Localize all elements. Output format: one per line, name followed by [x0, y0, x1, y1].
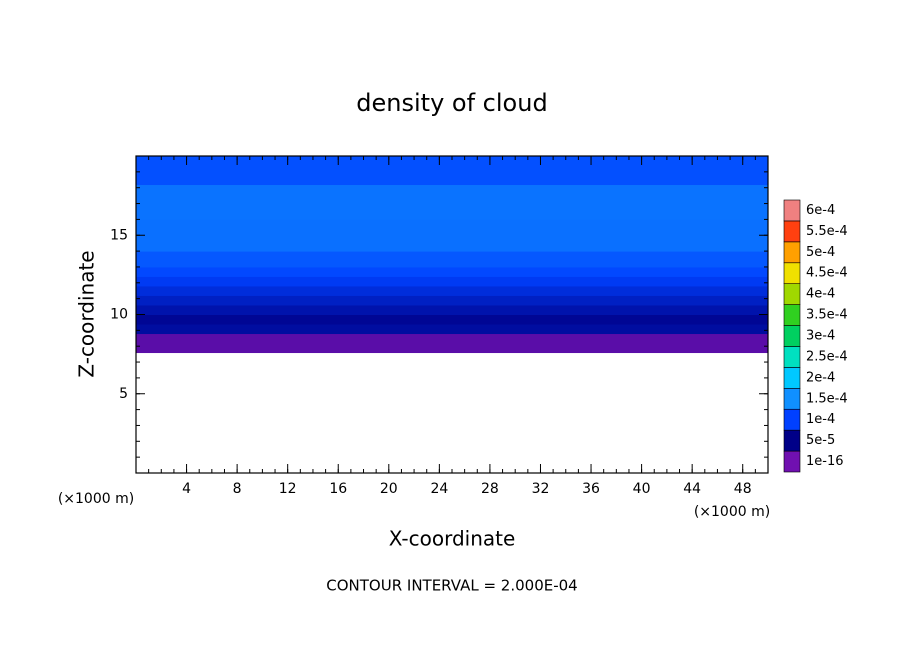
colorbar-label: 2e-4 [806, 370, 835, 385]
contour-band [136, 324, 768, 335]
x-axis-label: X-coordinate [389, 527, 516, 551]
y-tick-label: 10 [110, 307, 128, 323]
x-tick-label: 8 [233, 481, 242, 497]
x-tick-label: 32 [532, 481, 550, 497]
contour-band [136, 314, 768, 325]
colorbar-label: 2.5e-4 [806, 349, 848, 364]
x-tick-label: 20 [380, 481, 398, 497]
colorbar-label: 1e-16 [806, 454, 844, 469]
colorbar-label: 1.5e-4 [806, 391, 848, 406]
x-tick-label: 36 [582, 481, 600, 497]
contour-band [136, 276, 768, 287]
colorbar-swatch [783, 283, 801, 305]
colorbar-label: 4e-4 [806, 287, 835, 302]
contour-band [136, 219, 768, 252]
x-tick-label: 44 [683, 481, 701, 497]
colorbar-label: 6e-4 [806, 203, 835, 218]
contour-band [136, 156, 768, 186]
colorbar-label: 4.5e-4 [806, 266, 848, 281]
y-axis-label: Z-coordinate [75, 250, 99, 377]
colorbar-swatch [783, 304, 801, 326]
x-tick-label: 12 [279, 481, 297, 497]
colorbar-swatch [783, 408, 801, 431]
footnote: CONTOUR INTERVAL = 2.000E-04 [326, 577, 577, 595]
colorbar-label: 5e-4 [806, 245, 835, 260]
x-tick-label: 28 [481, 481, 499, 497]
colorbar-swatch [783, 325, 801, 347]
colorbar-swatch [783, 450, 801, 473]
colorbar-swatch [783, 429, 801, 452]
contour-band [136, 251, 768, 268]
y-tick-label: 15 [110, 227, 128, 243]
chart-title: density of cloud [356, 89, 547, 117]
colorbar-swatch [783, 262, 801, 284]
colorbar-swatch [783, 388, 801, 410]
x-tick-label: 16 [329, 481, 347, 497]
contour-band [136, 304, 768, 315]
contour-band [136, 285, 768, 296]
x-unit-label: (×1000 m) [694, 504, 770, 520]
colorbar-swatch [783, 367, 801, 389]
contour-band [136, 266, 768, 277]
contour-band [136, 184, 768, 220]
colorbar-swatch [783, 346, 801, 368]
colorbar-swatch [783, 241, 801, 264]
colorbar-label: 5e-5 [806, 433, 835, 448]
x-tick-label: 48 [734, 481, 752, 497]
colorbar-swatch [783, 199, 801, 222]
colorbar-label: 5.5e-4 [806, 224, 848, 239]
colorbar-label: 1e-4 [806, 412, 835, 427]
x-tick-label: 40 [633, 481, 651, 497]
colorbar-label: 3.5e-4 [806, 308, 848, 323]
x-tick-label: 24 [430, 481, 448, 497]
x-tick-label: 4 [182, 481, 191, 497]
contour-band [136, 333, 768, 354]
colorbar-swatch [783, 220, 801, 243]
colorbar-label: 3e-4 [806, 329, 835, 344]
y-unit-label: (×1000 m) [58, 491, 134, 507]
y-tick-label: 5 [119, 386, 128, 402]
contour-band [136, 295, 768, 306]
